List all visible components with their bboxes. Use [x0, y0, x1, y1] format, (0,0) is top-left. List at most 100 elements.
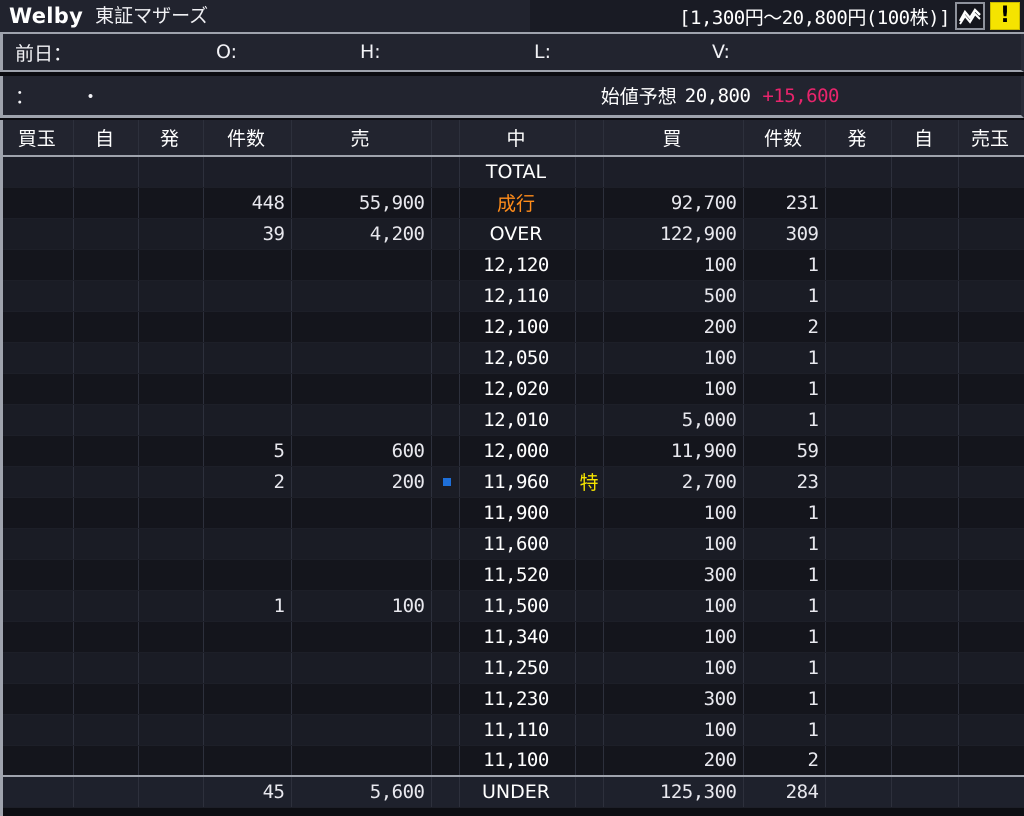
cell-issue-sell [138, 559, 204, 591]
secondary-label: ： [15, 86, 35, 108]
cell-sell-count [203, 311, 292, 343]
cell-own-sell [73, 218, 139, 250]
table-row[interactable]: 5 600 12,000 11,900 59 [3, 435, 1024, 467]
cell-buy-count: 284 [743, 775, 826, 808]
cell-issue-buy [825, 373, 892, 405]
cell-sell-quantity [291, 373, 432, 405]
cell-buy-quantity: 100 [603, 621, 744, 653]
cell-sell-position [958, 652, 1024, 684]
cell-own-sell [73, 311, 139, 343]
cell-sell-position [958, 683, 1024, 715]
cell-sell-marker [431, 280, 460, 312]
cell-price: 11,110 [459, 714, 576, 746]
cell-issue-buy [825, 280, 892, 312]
cell-own-buy [891, 249, 959, 281]
cell-sell-position [958, 714, 1024, 746]
cell-buy-count: 1 [743, 373, 826, 405]
cell-buy-position [3, 187, 74, 219]
cell-price: 12,020 [459, 373, 576, 405]
table-row[interactable]: 11,900 100 1 [3, 497, 1024, 529]
cell-price: 11,340 [459, 621, 576, 653]
cell-special-quote-flag [575, 249, 604, 281]
table-row[interactable]: 39 4,200 OVER 122,900 309 [3, 218, 1024, 250]
cell-sell-quantity [291, 280, 432, 312]
cell-special-quote-flag [575, 559, 604, 591]
cell-issue-buy [825, 404, 892, 436]
table-row[interactable]: 45 5,600 UNDER 125,300 284 [3, 775, 1024, 808]
header-sell[interactable]: 売 [291, 120, 432, 157]
cell-sell-position [958, 745, 1024, 777]
cell-sell-position [958, 156, 1024, 188]
table-row[interactable]: 2 200 11,960 特 2,700 23 [3, 466, 1024, 498]
opening-forecast-label: 始値予想 [600, 86, 677, 108]
cell-sell-marker [431, 621, 460, 653]
cell-buy-quantity: 2,700 [603, 466, 744, 498]
table-row[interactable]: 12,020 100 1 [3, 373, 1024, 405]
header-issue-buy[interactable]: 発 [825, 120, 892, 157]
cell-buy-position [3, 156, 74, 188]
cell-issue-buy [825, 342, 892, 374]
volume-label: V: [712, 41, 730, 63]
cell-price: 11,250 [459, 652, 576, 684]
table-row[interactable]: 12,010 5,000 1 [3, 404, 1024, 436]
cell-buy-count: 1 [743, 590, 826, 622]
table-row[interactable]: 448 55,900 成行 92,700 231 [3, 187, 1024, 219]
table-row[interactable]: 11,100 200 2 [3, 745, 1024, 777]
header-buy[interactable]: 買 [603, 120, 744, 157]
table-row[interactable]: 12,120 100 1 [3, 249, 1024, 281]
cell-issue-buy [825, 497, 892, 529]
low-label: L: [534, 41, 551, 63]
cell-issue-buy [825, 621, 892, 653]
cell-issue-sell [138, 714, 204, 746]
table-row[interactable]: 11,600 100 1 [3, 528, 1024, 560]
cell-issue-buy [825, 156, 892, 188]
header-sell-count[interactable]: 件数 [203, 120, 292, 157]
cell-special-quote-flag [575, 714, 604, 746]
header-own-sell[interactable]: 自 [73, 120, 139, 157]
table-row[interactable]: 12,110 500 1 [3, 280, 1024, 312]
cell-sell-count [203, 497, 292, 529]
cell-buy-quantity: 100 [603, 373, 744, 405]
table-row[interactable]: 11,230 300 1 [3, 683, 1024, 715]
cell-special-quote-flag [575, 621, 604, 653]
cell-sell-count [203, 621, 292, 653]
cell-sell-marker [431, 466, 460, 498]
cell-sell-position [958, 435, 1024, 467]
cell-own-buy [891, 590, 959, 622]
cell-sell-quantity: 100 [291, 590, 432, 622]
header-buy-position[interactable]: 買玉 [3, 120, 74, 157]
cell-buy-quantity: 100 [603, 528, 744, 560]
header-sell-position[interactable]: 売玉 [958, 120, 1024, 157]
chart-zigzag-icon[interactable] [955, 2, 985, 30]
cell-issue-sell [138, 528, 204, 560]
cell-issue-sell [138, 280, 204, 312]
warning-exclamation-icon[interactable]: ! [990, 2, 1020, 30]
exclamation-glyph: ! [999, 3, 1011, 28]
cell-own-sell [73, 373, 139, 405]
cell-sell-count: 448 [203, 187, 292, 219]
table-row[interactable]: 12,100 200 2 [3, 311, 1024, 343]
table-row[interactable]: 12,050 100 1 [3, 342, 1024, 374]
cell-price: 12,050 [459, 342, 576, 374]
cell-own-sell [73, 187, 139, 219]
cell-buy-position [3, 342, 74, 374]
header-own-buy[interactable]: 自 [891, 120, 959, 157]
cell-sell-position [958, 621, 1024, 653]
table-row[interactable]: 11,250 100 1 [3, 652, 1024, 684]
cell-buy-position [3, 559, 74, 591]
header-buy-count[interactable]: 件数 [743, 120, 826, 157]
table-row[interactable]: 1 100 11,500 100 1 [3, 590, 1024, 622]
table-row[interactable]: 11,520 300 1 [3, 559, 1024, 591]
cell-sell-count: 45 [203, 775, 292, 808]
cell-price: 12,110 [459, 280, 576, 312]
cell-sell-count [203, 156, 292, 188]
table-row[interactable]: 11,110 100 1 [3, 714, 1024, 746]
cell-own-buy [891, 156, 959, 188]
header-issue-sell[interactable]: 発 [138, 120, 204, 157]
header-price[interactable]: 中 [459, 120, 576, 157]
cell-sell-quantity [291, 683, 432, 715]
cell-issue-sell [138, 435, 204, 467]
cell-issue-sell [138, 187, 204, 219]
table-row[interactable]: TOTAL [3, 156, 1024, 188]
table-row[interactable]: 11,340 100 1 [3, 621, 1024, 653]
